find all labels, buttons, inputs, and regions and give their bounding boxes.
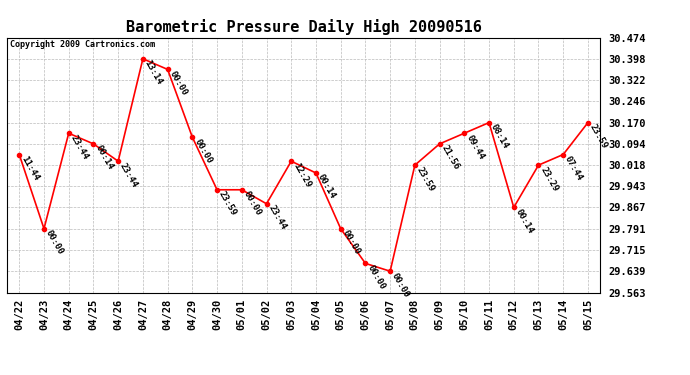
Text: 00:00: 00:00	[341, 229, 362, 256]
Text: 00:00: 00:00	[390, 271, 411, 299]
Text: 23:59: 23:59	[415, 165, 436, 193]
Text: 00:14: 00:14	[316, 173, 337, 201]
Text: 07:44: 07:44	[563, 154, 584, 182]
Text: 00:00: 00:00	[241, 190, 263, 217]
Text: 00:00: 00:00	[193, 137, 214, 165]
Text: 09:44: 09:44	[464, 133, 486, 161]
Text: 23:44: 23:44	[69, 133, 90, 161]
Text: 00:00: 00:00	[366, 263, 386, 291]
Text: 00:00: 00:00	[44, 229, 66, 256]
Text: 13:14: 13:14	[143, 59, 164, 87]
Text: 23:59: 23:59	[217, 190, 238, 217]
Text: 23:44: 23:44	[266, 204, 288, 231]
Text: 08:14: 08:14	[489, 123, 511, 150]
Text: 23:59: 23:59	[588, 123, 609, 150]
Text: 12:29: 12:29	[291, 161, 313, 189]
Text: 23:29: 23:29	[538, 165, 560, 193]
Text: 00:14: 00:14	[514, 207, 535, 235]
Text: 21:56: 21:56	[440, 144, 461, 172]
Text: 00:00: 00:00	[168, 69, 189, 97]
Text: 23:44: 23:44	[118, 161, 139, 189]
Text: Copyright 2009 Cartronics.com: Copyright 2009 Cartronics.com	[10, 40, 155, 49]
Title: Barometric Pressure Daily High 20090516: Barometric Pressure Daily High 20090516	[126, 19, 482, 35]
Text: 11:44: 11:44	[19, 154, 41, 182]
Text: 00:14: 00:14	[93, 144, 115, 172]
